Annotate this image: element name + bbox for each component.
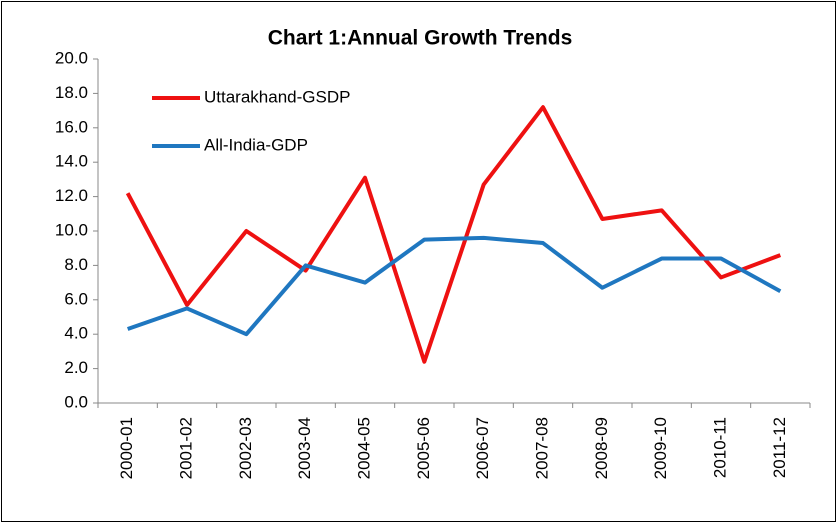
series-line <box>125 105 782 364</box>
chart-title: Chart 1:Annual Growth Trends <box>268 27 573 50</box>
y-tick-label: 16.0 <box>55 117 88 136</box>
x-tick-label: 2010-11 <box>710 417 729 478</box>
x-tick-label: 2001-02 <box>176 417 195 479</box>
legend-label: All-India-GDP <box>204 135 308 154</box>
y-tick-label: 10.0 <box>55 220 88 239</box>
x-tick-label: 2011-12 <box>770 417 789 478</box>
series-line <box>127 235 782 337</box>
y-tick-label: 6.0 <box>64 289 88 308</box>
y-tick-label: 4.0 <box>64 324 88 343</box>
x-tick-label: 2008-09 <box>592 417 611 479</box>
y-tick-label: 18.0 <box>55 83 88 102</box>
x-tick-label: 2000-01 <box>117 417 136 479</box>
x-tick-label: 2005-06 <box>414 417 433 479</box>
x-tick-label: 2007-08 <box>532 417 551 479</box>
y-tick-label: 14.0 <box>55 152 88 171</box>
x-tick-label: 2006-07 <box>473 417 492 479</box>
x-tick-label: 2002-03 <box>236 417 255 479</box>
y-tick-label: 0.0 <box>64 392 88 411</box>
y-tick-label: 20.0 <box>55 48 88 67</box>
y-tick-label: 2.0 <box>64 358 88 377</box>
y-tick-label: 12.0 <box>55 186 88 205</box>
x-tick-label: 2003-04 <box>295 417 314 479</box>
y-tick-label: 8.0 <box>64 255 88 274</box>
legend-label: Uttarakhand-GSDP <box>204 87 350 106</box>
x-tick-label: 2009-10 <box>651 417 670 479</box>
x-tick-label: 2004-05 <box>354 417 373 479</box>
